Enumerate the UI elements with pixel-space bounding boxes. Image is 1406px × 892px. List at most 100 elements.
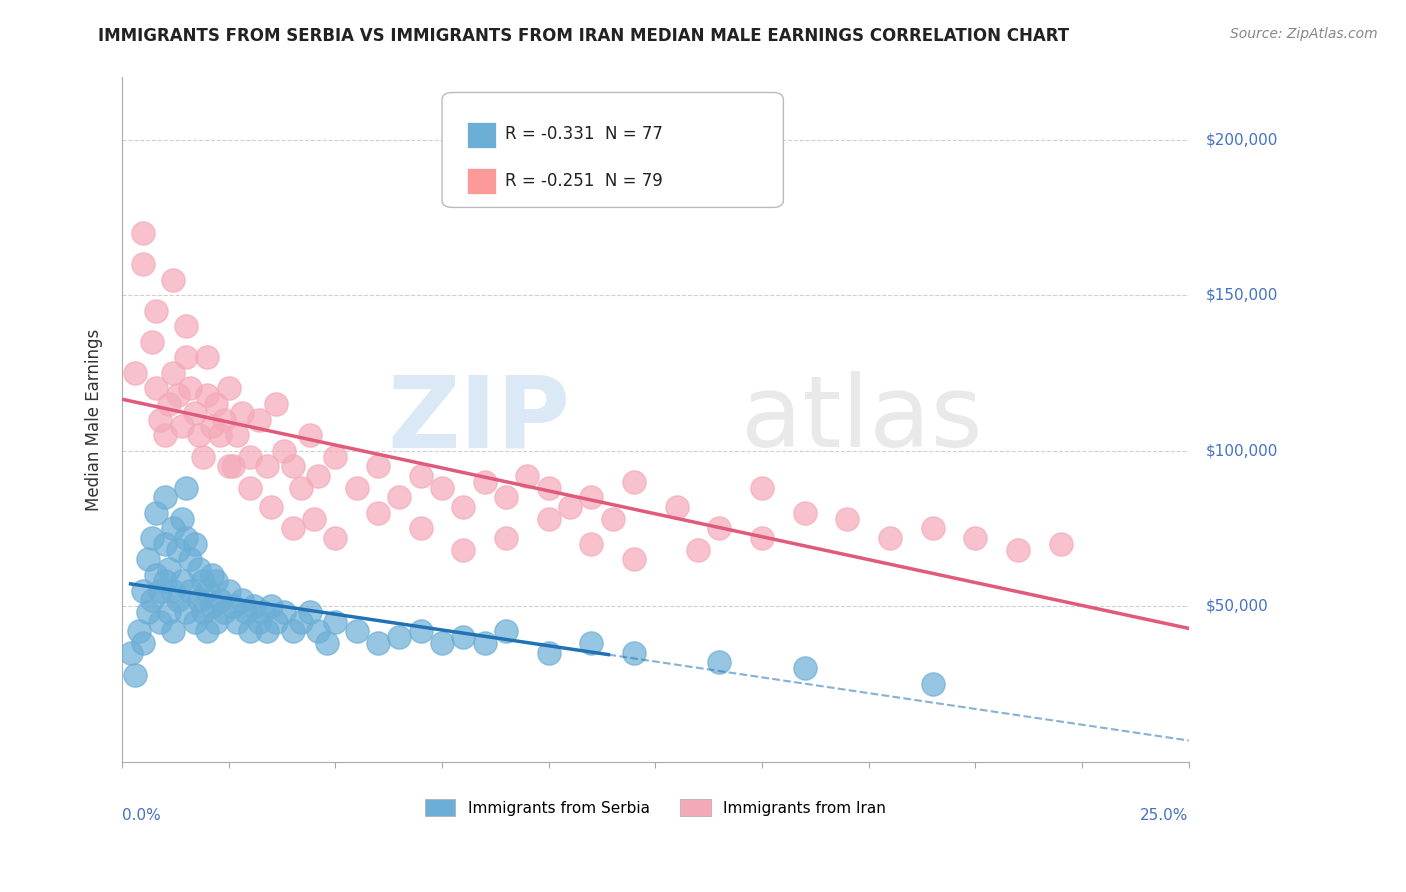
Point xyxy=(260,599,283,614)
Point xyxy=(222,459,245,474)
Point xyxy=(302,512,325,526)
Point xyxy=(174,481,197,495)
Point xyxy=(187,428,209,442)
Point xyxy=(430,481,453,495)
Point xyxy=(170,418,193,433)
Point xyxy=(290,481,312,495)
Point xyxy=(537,646,560,660)
Point xyxy=(166,593,188,607)
Point xyxy=(153,491,176,505)
Text: Source: ZipAtlas.com: Source: ZipAtlas.com xyxy=(1230,27,1378,41)
Point xyxy=(145,568,167,582)
Point xyxy=(256,624,278,638)
Point xyxy=(273,606,295,620)
Point xyxy=(195,583,218,598)
Point xyxy=(252,606,274,620)
Point xyxy=(298,606,321,620)
Point xyxy=(709,655,731,669)
Point xyxy=(1049,537,1071,551)
Point xyxy=(132,257,155,271)
Point xyxy=(201,599,224,614)
Point xyxy=(388,491,411,505)
Point xyxy=(243,599,266,614)
Point xyxy=(367,506,389,520)
Point xyxy=(132,636,155,650)
Point xyxy=(623,475,645,489)
Point xyxy=(145,506,167,520)
Point xyxy=(409,468,432,483)
Point xyxy=(128,624,150,638)
Point xyxy=(665,500,688,514)
Point xyxy=(495,624,517,638)
Point xyxy=(141,593,163,607)
Point xyxy=(453,500,475,514)
Point xyxy=(239,624,262,638)
Point xyxy=(162,624,184,638)
Point xyxy=(170,574,193,589)
Point xyxy=(132,226,155,240)
Point xyxy=(325,450,347,464)
Point xyxy=(558,500,581,514)
Point xyxy=(187,593,209,607)
Point xyxy=(239,450,262,464)
Point xyxy=(149,615,172,629)
Point xyxy=(281,521,304,535)
Point xyxy=(879,531,901,545)
Point xyxy=(136,552,159,566)
Text: IMMIGRANTS FROM SERBIA VS IMMIGRANTS FROM IRAN MEDIAN MALE EARNINGS CORRELATION : IMMIGRANTS FROM SERBIA VS IMMIGRANTS FRO… xyxy=(98,27,1070,45)
Point xyxy=(307,624,329,638)
Point xyxy=(315,636,337,650)
Point xyxy=(264,397,287,411)
Point xyxy=(247,615,270,629)
Point xyxy=(325,615,347,629)
Point xyxy=(195,387,218,401)
Point xyxy=(174,319,197,334)
Point xyxy=(921,677,943,691)
Point xyxy=(453,543,475,558)
Point xyxy=(290,615,312,629)
Point xyxy=(149,412,172,426)
Point xyxy=(409,521,432,535)
Point xyxy=(516,468,538,483)
Point xyxy=(157,397,180,411)
Point xyxy=(474,475,496,489)
Point xyxy=(157,606,180,620)
Point xyxy=(214,412,236,426)
Point xyxy=(145,381,167,395)
Point xyxy=(965,531,987,545)
Point xyxy=(537,481,560,495)
Text: 25.0%: 25.0% xyxy=(1140,808,1188,823)
Point xyxy=(751,531,773,545)
Point xyxy=(921,521,943,535)
Text: $150,000: $150,000 xyxy=(1206,287,1278,302)
Y-axis label: Median Male Earnings: Median Male Earnings xyxy=(86,328,103,510)
Point xyxy=(537,512,560,526)
Point xyxy=(751,481,773,495)
Point xyxy=(793,506,815,520)
Point xyxy=(231,593,253,607)
Point xyxy=(214,606,236,620)
Point xyxy=(179,583,201,598)
Point xyxy=(209,593,232,607)
Point xyxy=(191,574,214,589)
Point xyxy=(231,406,253,420)
Text: ZIP: ZIP xyxy=(387,371,569,468)
Point xyxy=(367,636,389,650)
Point xyxy=(409,624,432,638)
Point xyxy=(209,428,232,442)
Point xyxy=(298,428,321,442)
Point xyxy=(235,606,257,620)
Point xyxy=(264,615,287,629)
Point xyxy=(195,351,218,365)
Text: R = -0.331  N = 77: R = -0.331 N = 77 xyxy=(505,125,662,144)
Point xyxy=(124,667,146,681)
Point xyxy=(162,272,184,286)
Point xyxy=(174,531,197,545)
Point xyxy=(495,491,517,505)
Point xyxy=(686,543,709,558)
Point xyxy=(145,303,167,318)
Point xyxy=(222,599,245,614)
Point xyxy=(602,512,624,526)
Point xyxy=(623,646,645,660)
Point xyxy=(153,574,176,589)
